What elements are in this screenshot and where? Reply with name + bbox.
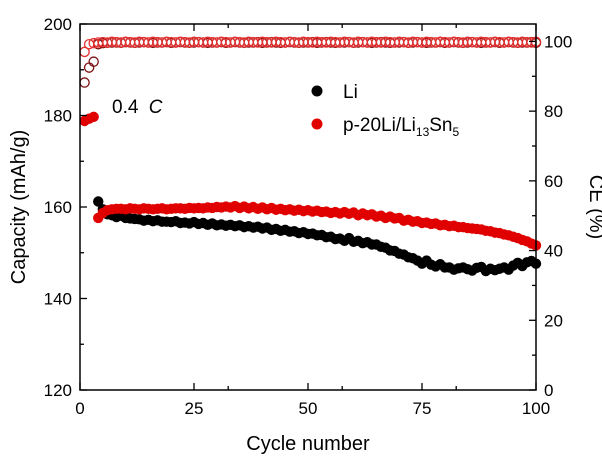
legend-label-main: p-20Li/Li	[343, 115, 416, 136]
point-li-ce	[88, 56, 99, 67]
x-tick-label: 100	[522, 399, 550, 418]
point-li	[93, 196, 104, 207]
rate-value: 0.4	[112, 97, 139, 118]
left-y-tick-label: 200	[44, 15, 72, 34]
capacity-markers-layer	[79, 111, 542, 277]
point-li-ce	[79, 77, 90, 88]
left-y-tick-label: 180	[44, 107, 72, 126]
legend-label-composite: p-20Li/Li13Sn5	[343, 115, 460, 139]
legend-label-sub2: 5	[453, 125, 460, 139]
x-tick-label: 75	[413, 399, 432, 418]
point-li-ce	[83, 62, 95, 73]
x-tick-label: 25	[185, 399, 204, 418]
right-y-tick-label: 0	[544, 381, 553, 400]
legend-label-mid: Sn	[429, 115, 452, 136]
left-y-tick-label: 120	[44, 381, 72, 400]
rate-annotation: 0.4 C	[112, 97, 163, 118]
left-axis-title: Capacity (mAh/g)	[8, 130, 30, 285]
right-axis-title: CE (%)	[585, 175, 602, 239]
right-y-tick-label: 80	[544, 102, 563, 121]
left-y-tick-label: 160	[44, 198, 72, 217]
right-y-tick-label: 40	[544, 242, 563, 261]
legend: Li p-20Li/Li13Sn5	[311, 82, 460, 139]
right-y-tick-label: 100	[544, 32, 572, 51]
x-tick-label: 0	[75, 399, 84, 418]
right-y-tick-label: 60	[544, 172, 563, 191]
x-tick-label: 50	[299, 399, 318, 418]
rate-unit: C	[149, 97, 163, 118]
legend-marker-composite	[311, 118, 323, 130]
legend-marker-li	[311, 85, 323, 97]
ce-markers-layer	[79, 36, 542, 88]
left-y-tick-label: 140	[44, 290, 72, 309]
point-p-20li-li13sn5	[88, 111, 99, 123]
x-axis-title: Cycle number	[246, 433, 370, 455]
legend-label-sub1: 13	[416, 125, 430, 139]
axis-ticks-layer: 0 25 50 75 100 120 140 160 180 200 0 20 40 60 80 100	[44, 15, 573, 418]
right-y-tick-label: 20	[544, 311, 563, 330]
legend-label-li: Li	[343, 82, 358, 103]
